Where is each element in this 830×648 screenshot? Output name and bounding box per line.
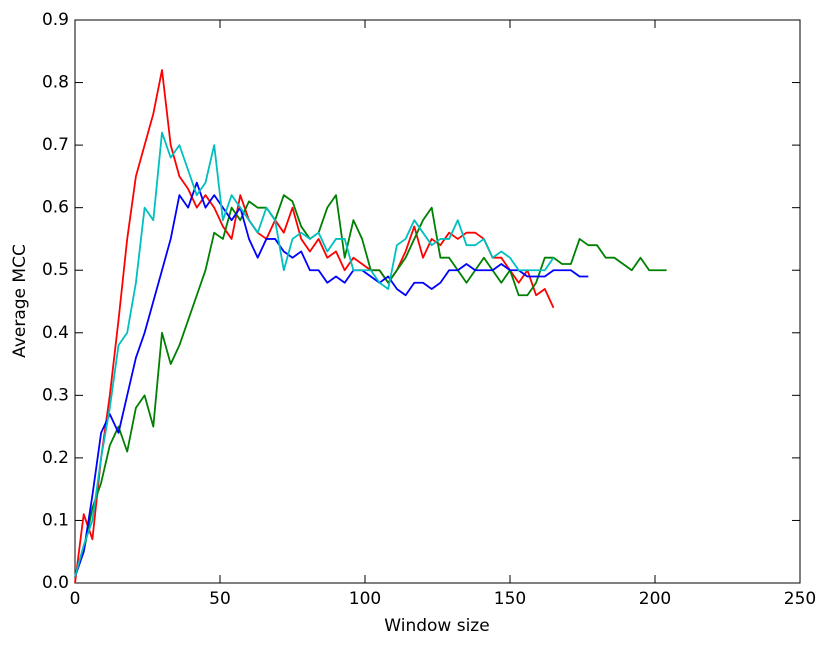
x-tick-label: 250: [784, 589, 816, 609]
y-tick-label: 0.9: [42, 10, 69, 30]
x-tick-label: 200: [639, 589, 671, 609]
x-tick-label: 50: [209, 589, 231, 609]
x-tick-label: 150: [494, 589, 526, 609]
series-line: [74, 69, 555, 584]
x-tick-label: 100: [349, 589, 381, 609]
x-axis-label: Window size: [384, 616, 489, 636]
y-tick-label: 0.0: [42, 573, 69, 593]
y-tick-label: 0.4: [42, 323, 69, 343]
x-tick-label: 0: [70, 589, 81, 609]
y-axis-label: Average MCC: [10, 244, 30, 358]
y-tick-label: 0.3: [42, 385, 69, 405]
series-line: [74, 181, 589, 578]
y-tick-label: 0.2: [42, 448, 69, 468]
plot-frame: [74, 19, 801, 584]
series-line: [74, 131, 555, 577]
y-tick-label: 0.6: [42, 198, 69, 218]
y-tick-label: 0.8: [42, 73, 69, 93]
y-tick-label: 0.7: [42, 135, 69, 155]
y-tick-label: 0.5: [42, 260, 69, 280]
y-tick-label: 0.1: [42, 510, 69, 530]
